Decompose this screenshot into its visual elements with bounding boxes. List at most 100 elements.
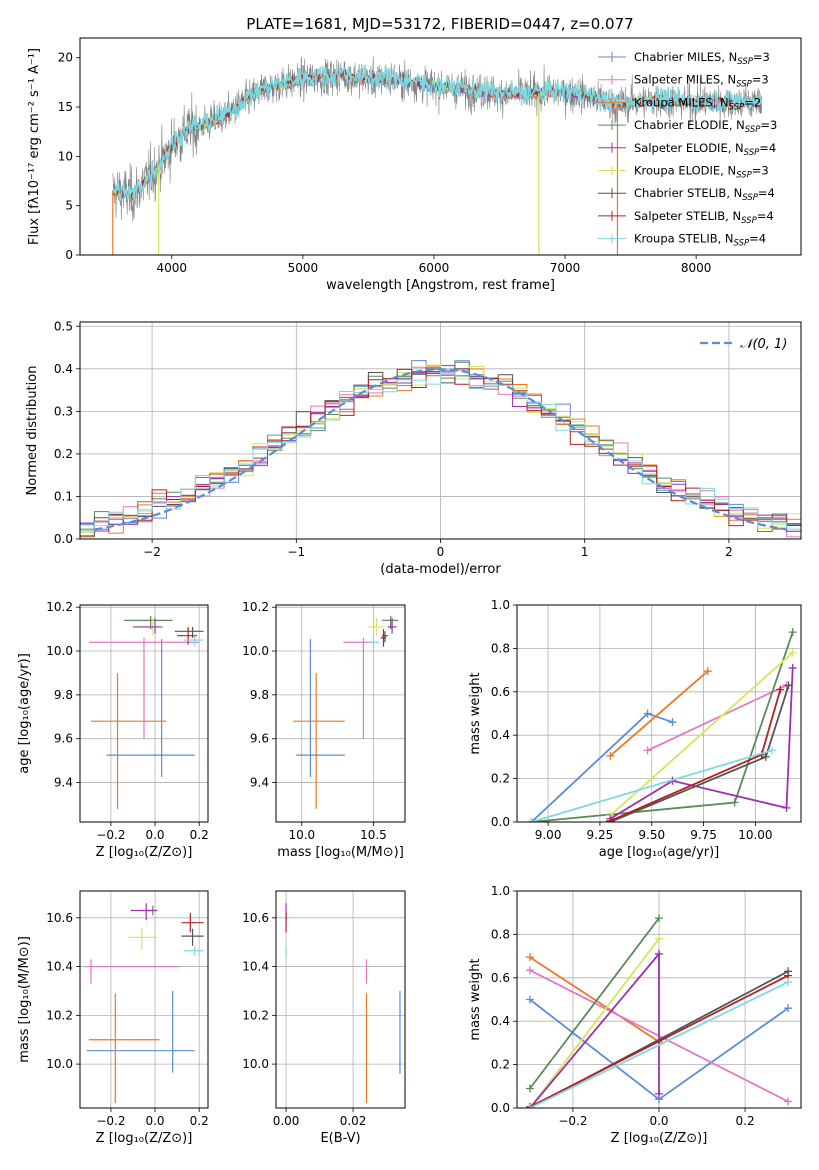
series-point-kroupa-miles: [525, 953, 534, 962]
legend-label-main: Salpeter ELODIE, N: [634, 141, 744, 155]
series-line-kroupa-miles: [609, 670, 709, 757]
series-point-chabrier-stelib: [761, 752, 770, 761]
series-point-kroupa-stelib: [784, 978, 793, 987]
legend-label-main: Salpeter MILES, N: [634, 73, 736, 87]
x-tick-label: −0.2: [558, 1114, 587, 1128]
x-tick-label: 10.00: [738, 828, 772, 842]
panel-massweight-vs-Z: −0.2 0.0 0.2 0.0 0.2 0.4 0.6 0.8 1.0 Z [log₁₀(Z/Z…: [468, 884, 802, 1146]
legend-label: Kroupa ELODIE, NSSP=3: [634, 164, 769, 181]
series-line-kroupa-stelib: [531, 749, 773, 822]
y-tick-label: 0.1: [54, 489, 73, 503]
series-point-kroupa-stelib: [527, 818, 536, 822]
x-tick-label: 2: [725, 545, 733, 559]
legend-label-value: =3: [752, 164, 769, 178]
panel-mass-vs-ebv: 0.00 0.02 10.0 10.2 10.4 10.6 E(B-V): [242, 890, 406, 1146]
y-tick-label: 0.6: [491, 971, 510, 985]
y-axis-label: mass weight: [468, 958, 483, 1040]
y-tick-label: 10.6: [242, 911, 269, 925]
series-line-salpeter-miles: [647, 684, 787, 752]
series-point-chabrier-miles: [643, 709, 652, 718]
series-point-salpeter-stelib: [606, 816, 615, 822]
plot-area: [525, 914, 793, 1108]
x-tick-label: 0: [437, 545, 445, 559]
x-tick-label: 0.2: [190, 1114, 209, 1128]
series-point-salpeter-miles: [784, 1097, 793, 1106]
legend-label-value: =4: [759, 141, 776, 155]
legend-label-main: Kroupa STELIB, N: [634, 232, 734, 246]
y-tick-label: 10.2: [242, 600, 269, 614]
x-tick-label: 9.25: [587, 828, 614, 842]
legend-label: Chabrier MILES, NSSP=3: [634, 50, 770, 67]
panel-age-vs-mass: 10.0 10.5 9.4 9.6 9.8 10.0 10.2 mass [log₁₀(M/M…: [242, 600, 406, 860]
legend-label-main: Chabrier MILES, N: [634, 50, 737, 64]
figure-title: PLATE=1681, MJD=53172, FIBERID=0447, z=0…: [246, 15, 633, 33]
plot-area: [88, 615, 204, 809]
legend-label-value: =2: [744, 95, 761, 109]
axes-frame: [516, 604, 802, 823]
y-tick-label: 10.4: [46, 960, 73, 974]
legend-label-subscript: SSP: [737, 57, 753, 67]
y-tick-label: 10: [58, 149, 73, 163]
plot-area: [80, 360, 801, 538]
series-point-salpeter-elodie: [782, 803, 791, 812]
x-tick-label: 1: [581, 545, 589, 559]
y-tick-label: 20: [58, 51, 73, 65]
series-point-kroupa-elodie: [788, 648, 797, 657]
series-line-kroupa-miles: [529, 956, 660, 1043]
x-axis-label: (data-model)/error: [380, 562, 501, 577]
panel-mass-vs-Z: −0.2 0.0 0.2 10.0 10.2 10.4 10.6 Z [log₁₀(Z/Z⊙)…: [17, 890, 209, 1146]
x-axis-label: Z [log₁₀(Z/Z⊙)]: [96, 1131, 193, 1146]
panel-spectrum: 4000 5000 6000 7000 8000 0 5 10 15 20 wavelength […: [27, 37, 802, 293]
y-axis-label: age [log₁₀(age/yr)]: [17, 653, 32, 774]
x-tick-label: 10.0: [288, 828, 315, 842]
x-tick-label: 0.0: [649, 1114, 668, 1128]
y-tick-label: 9.8: [250, 688, 269, 702]
x-axis-label: mass [log₁₀(M/M⊙)]: [277, 845, 404, 860]
panel-massweight-vs-age: 9.00 9.25 9.50 9.75 10.00 0.0 0.2 0.4 0.6 0.8 1.0 a…: [468, 598, 802, 860]
plot-area: [285, 903, 401, 1104]
plot-area: [84, 903, 204, 1104]
series-point-salpeter-miles: [525, 966, 534, 975]
legend-label-main: Chabrier STELIB, N: [634, 186, 742, 200]
y-tick-label: 10.2: [46, 600, 73, 614]
y-tick-label: 10.0: [46, 644, 73, 658]
legend-label-subscript: SSP: [736, 80, 752, 90]
y-tick-label: 0.2: [491, 1058, 510, 1072]
y-tick-label: 1.0: [491, 598, 510, 612]
axes-frame: [79, 321, 802, 540]
legend-label-value: =3: [752, 73, 769, 87]
y-tick-label: 1.0: [491, 884, 510, 898]
series-line-salpeter-stelib: [529, 974, 789, 1108]
y-tick-label: 0.4: [54, 362, 73, 376]
y-tick-label: 0.2: [491, 772, 510, 786]
y-tick-label: 0.3: [54, 404, 73, 418]
series-line-kroupa-stelib: [529, 981, 789, 1108]
x-tick-label: 6000: [419, 261, 450, 275]
series-point-chabrier-stelib: [784, 681, 793, 690]
series-point-salpeter-elodie: [655, 949, 663, 958]
legend-label: Kroupa STELIB, NSSP=4: [634, 232, 766, 249]
legend-label: Kroupa MILES, NSSP=2: [634, 95, 761, 112]
series-point-kroupa-stelib: [525, 1104, 534, 1108]
legend-label-main: Salpeter STELIB, N: [634, 209, 741, 223]
y-axis-label: Normed distribution: [25, 366, 40, 496]
series-point-chabrier-miles: [668, 718, 677, 727]
legend-label: Chabrier ELODIE, NSSP=3: [634, 118, 777, 135]
series-point-chabrier-elodie: [525, 1084, 534, 1093]
legend-label-subscript: SSP: [745, 125, 761, 135]
panel-age-vs-Z: −0.2 0.0 0.2 9.4 9.6 9.8 10.0 10.2 Z [log₁₀(Z/Z⊙…: [17, 600, 209, 860]
legend-label-subscript: SSP: [734, 239, 750, 249]
y-tick-label: 10.2: [46, 1008, 73, 1022]
legend-label-subscript: SSP: [736, 171, 752, 181]
axes-frame: [275, 890, 406, 1109]
series-point-kroupa-miles: [606, 751, 615, 760]
normal-curve-line: [94, 368, 787, 531]
legend-label: Salpeter STELIB, NSSP=4: [634, 209, 774, 226]
y-axis-label: mass weight: [468, 672, 483, 754]
x-axis-label: E(B-V): [320, 1131, 360, 1146]
plot-area: [112, 56, 763, 255]
series-point-chabrier-elodie: [788, 628, 797, 637]
x-tick-label: −0.2: [96, 1114, 125, 1128]
series-line-kroupa-elodie: [609, 652, 794, 817]
legend-label-main: Kroupa ELODIE, N: [634, 164, 736, 178]
